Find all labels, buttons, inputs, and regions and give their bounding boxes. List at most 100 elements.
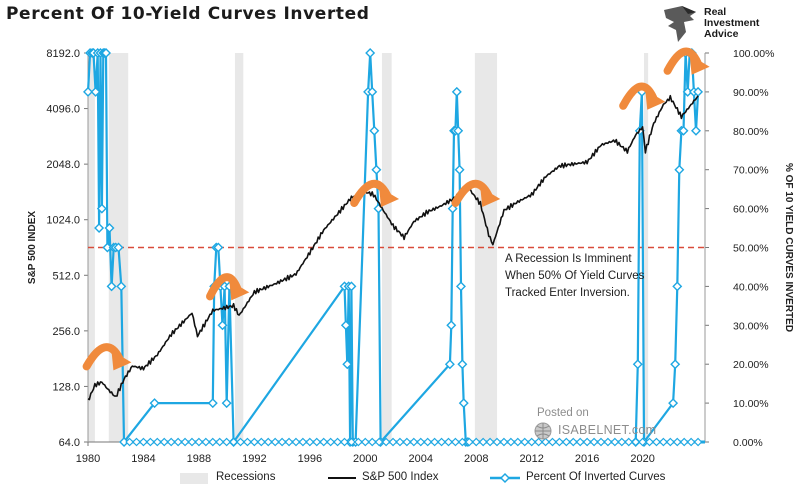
inverted-curves-point (674, 164, 685, 175)
y-tick-label: 128.0 (52, 381, 80, 393)
inverted-baseline-point (312, 437, 322, 447)
inverted-curves-point (217, 320, 228, 331)
brand-logo: Real Investment Advice (660, 4, 780, 48)
inverted-baseline-point (631, 437, 641, 447)
y-axis-title: S&P 500 INDEX (27, 211, 38, 285)
inverted-curves-point (149, 398, 160, 409)
inverted-baseline-point (125, 437, 134, 447)
inverted-baseline-point (520, 437, 530, 447)
inverted-baseline-point (693, 437, 703, 447)
inverted-curves-point (106, 281, 117, 292)
recession-band (643, 53, 649, 442)
y2-tick-label: 70.00% (733, 165, 769, 177)
inverted-baseline-point (513, 437, 523, 447)
inverted-baseline-point (180, 437, 190, 447)
annotation-line-1: A Recession Is Imminent (505, 253, 632, 265)
x-tick-label: 1988 (187, 453, 211, 465)
inverted-baseline-point (575, 437, 585, 447)
inverted-baseline-point (416, 437, 426, 447)
inverted-baseline-point (402, 437, 412, 447)
inverted-curves-point (369, 125, 380, 136)
inverted-baseline-point (596, 437, 606, 447)
inverted-curves-point (213, 242, 224, 253)
y2-tick-label: 0.00% (733, 437, 763, 449)
inverted-baseline-point (326, 437, 335, 447)
globe-icon (534, 422, 552, 440)
y-tick-label: 64.0 (59, 437, 80, 449)
inverted-baseline-point (582, 437, 592, 447)
inverted-baseline-point (132, 437, 141, 447)
inverted-curves-point (670, 359, 681, 370)
inverted-baseline-point (270, 437, 280, 447)
inverted-curves-point (446, 320, 457, 331)
inverted-baseline-point (194, 437, 204, 447)
inverted-curves-point (632, 359, 643, 370)
inverted-baseline-point (645, 437, 654, 447)
inverted-baseline-point (229, 437, 238, 447)
inverted-baseline-point (374, 437, 384, 447)
watermark-posted: Posted on (537, 407, 589, 419)
inverted-baseline-point (603, 437, 613, 447)
inverted-baseline-point (430, 437, 439, 447)
inverted-curves-point (90, 86, 101, 97)
y2-tick-label: 20.00% (733, 359, 769, 371)
inverted-baseline-point (451, 437, 460, 447)
annotation-line-3: Tracked Enter Inversion. (505, 287, 630, 299)
inverted-swatch (490, 472, 520, 484)
inverted-baseline-point (437, 437, 446, 447)
peak-arrow-head (689, 54, 710, 75)
y-tick-label: 256.0 (52, 326, 80, 338)
inverted-baseline-point (492, 437, 502, 447)
inverted-curves-point (116, 281, 127, 292)
watermark-site: ISABELNET.com (558, 423, 657, 437)
chart-title: Percent Of 10-Yield Curves Inverted (6, 4, 370, 24)
x-tick-label: 1996 (298, 453, 322, 465)
inverted-curves-point (367, 86, 378, 97)
inverted-baseline-point (173, 437, 183, 447)
inverted-baseline-point (478, 437, 488, 447)
y-tick-label: 8192.0 (46, 48, 80, 60)
inverted-baseline-point (686, 437, 696, 447)
inverted-baseline-point (506, 437, 516, 447)
inverted-curves-point (104, 223, 115, 234)
brand-line-1: Real (704, 6, 727, 18)
inverted-baseline-point (679, 437, 689, 447)
inverted-curves-point (96, 203, 107, 214)
inverted-curves-point (457, 359, 468, 370)
peak-arrow-head (111, 350, 132, 371)
inverted-baseline-point (652, 437, 661, 447)
inverted-curves-point (346, 281, 357, 292)
inverted-baseline-point (534, 437, 543, 447)
inverted-baseline-point (548, 437, 557, 447)
inverted-curves-point (678, 125, 689, 136)
y2-tick-label: 30.00% (733, 320, 769, 332)
inverted-baseline-point (458, 437, 467, 447)
x-tick-label: 1992 (242, 453, 266, 465)
inverted-baseline-point (256, 437, 266, 447)
y-tick-label: 1024.0 (46, 215, 80, 227)
inverted-baseline-point (333, 437, 342, 447)
x-tick-label: 1980 (76, 453, 100, 465)
peak-arrow-head (229, 280, 250, 301)
inverted-baseline-point (617, 437, 627, 447)
x-tick-label: 2000 (353, 453, 377, 465)
inverted-baseline-point (354, 437, 363, 447)
recession-band (381, 53, 392, 442)
peak-arrow-head (645, 89, 666, 110)
inverted-baseline-point (187, 437, 197, 447)
inverted-baseline-point (499, 437, 509, 447)
y-tick-label: 512.0 (52, 270, 80, 282)
inverted-baseline-point (464, 437, 474, 447)
inverted-baseline-point (319, 437, 329, 447)
inverted-baseline-point (555, 437, 564, 447)
y2-axis-title: % OF 10 YIELD CURVES INVERTED (783, 163, 794, 332)
y2-tick-label: 60.00% (733, 204, 769, 216)
y-tick-label: 4096.0 (46, 104, 80, 116)
y2-tick-label: 100.00% (733, 48, 774, 60)
eagle-logo-icon (664, 6, 696, 42)
inverted-baseline-point (527, 437, 537, 447)
threshold-annotation: A Recession Is Imminent When 50% Of Yiel… (505, 251, 644, 302)
inverted-baseline-point (471, 437, 481, 447)
inverted-baseline-point (485, 437, 495, 447)
